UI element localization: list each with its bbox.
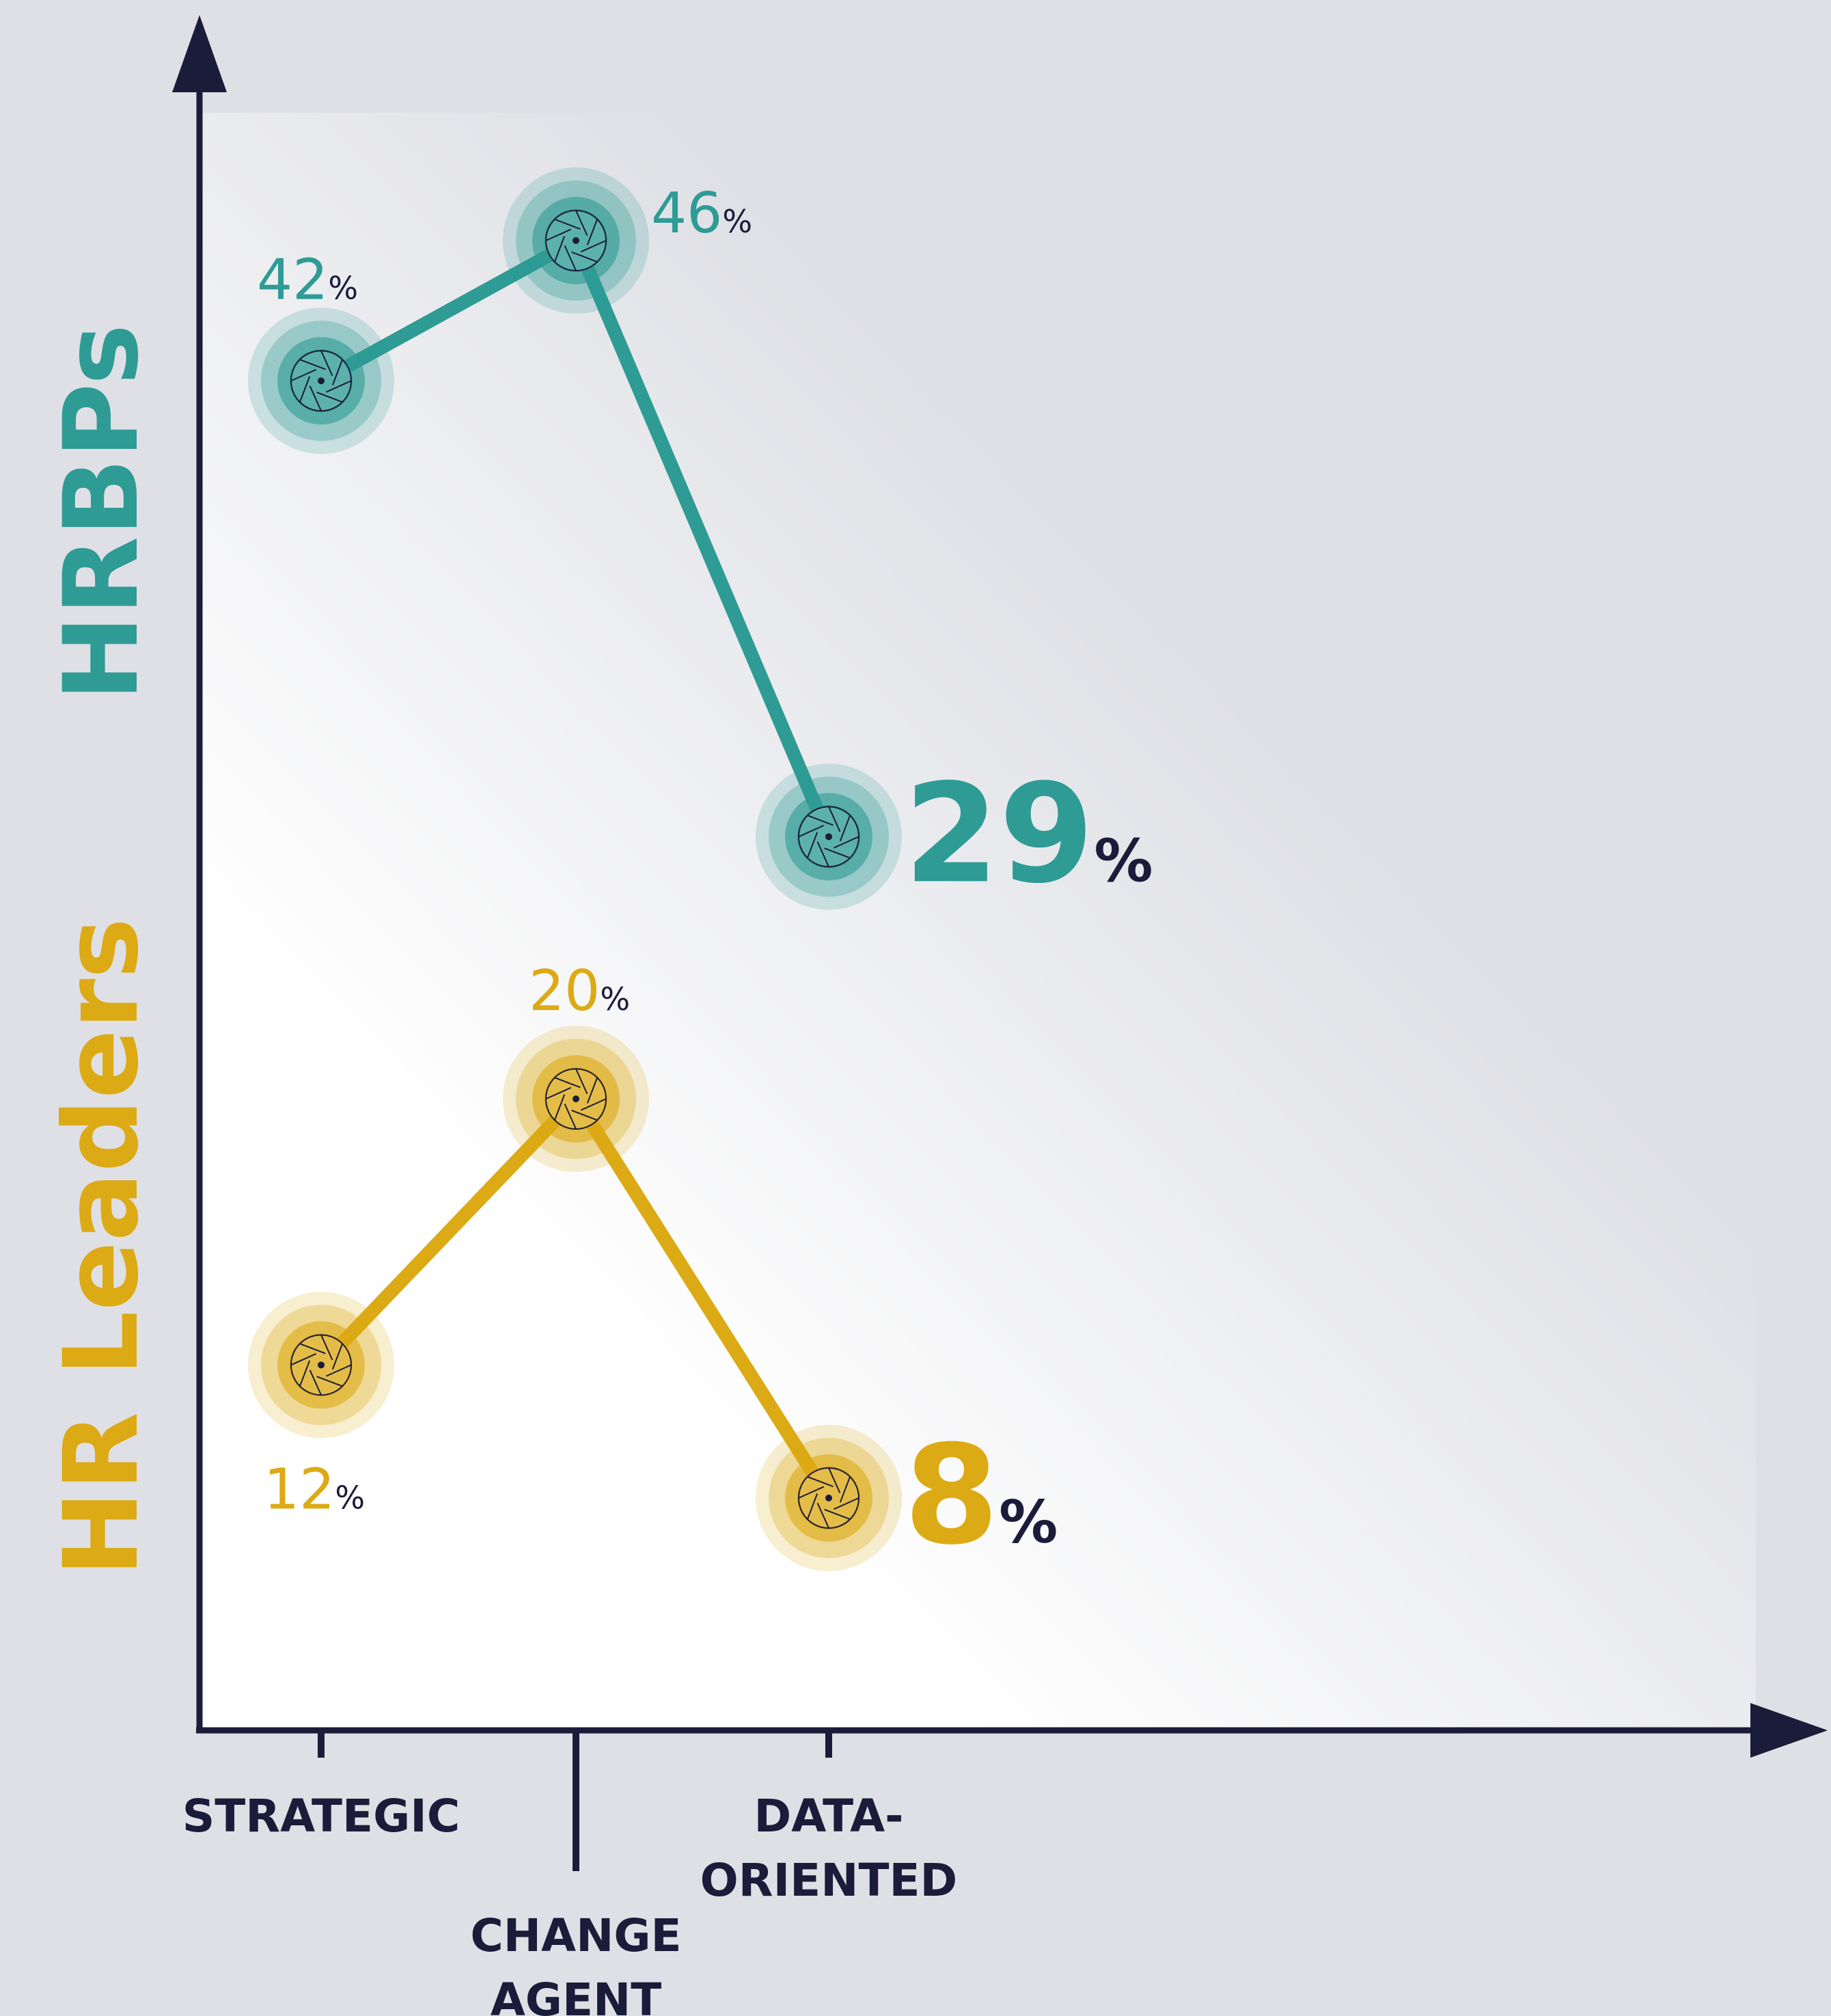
y-axis: [172, 15, 227, 1730]
data-point: [248, 1292, 394, 1439]
aperture-icon: [798, 1467, 859, 1529]
aperture-icon: [545, 1068, 607, 1130]
data-point: [756, 763, 902, 910]
series-title-hrbps: HRBPs: [42, 324, 161, 701]
x-tick-labels: STRATEGIC CHANGE AGENT DATA- ORIENTED: [182, 1790, 958, 2016]
aperture-icon: [545, 210, 607, 271]
data-point: [756, 1425, 902, 1571]
data-point: [248, 308, 394, 454]
y-axis-arrow-icon: [172, 15, 227, 92]
x-tick-label: ORIENTED: [700, 1854, 958, 1907]
x-tick-label: CHANGE: [470, 1909, 681, 1962]
data-point: [503, 167, 649, 314]
aperture-icon: [290, 350, 352, 412]
series-title-hr-leaders: HR Leaders: [42, 918, 161, 1577]
x-axis-arrow-icon: [1750, 1703, 1828, 1758]
x-tick-label: STRATEGIC: [182, 1790, 460, 1842]
plot-panel: [199, 113, 1756, 1729]
x-ticks: [318, 1730, 832, 1871]
aperture-icon: [798, 806, 859, 868]
data-point: [503, 1026, 649, 1172]
series-layer: 42%46%29%12%20%8%: [248, 167, 1153, 1575]
x-axis: [196, 1703, 1828, 1758]
aperture-icon: [290, 1334, 352, 1396]
x-tick-label: AGENT: [491, 1974, 662, 2016]
x-tick-label: DATA-: [754, 1790, 903, 1842]
series-1: 12%20%8%: [248, 959, 1058, 1575]
series-0: 42%46%29%: [248, 167, 1153, 914]
